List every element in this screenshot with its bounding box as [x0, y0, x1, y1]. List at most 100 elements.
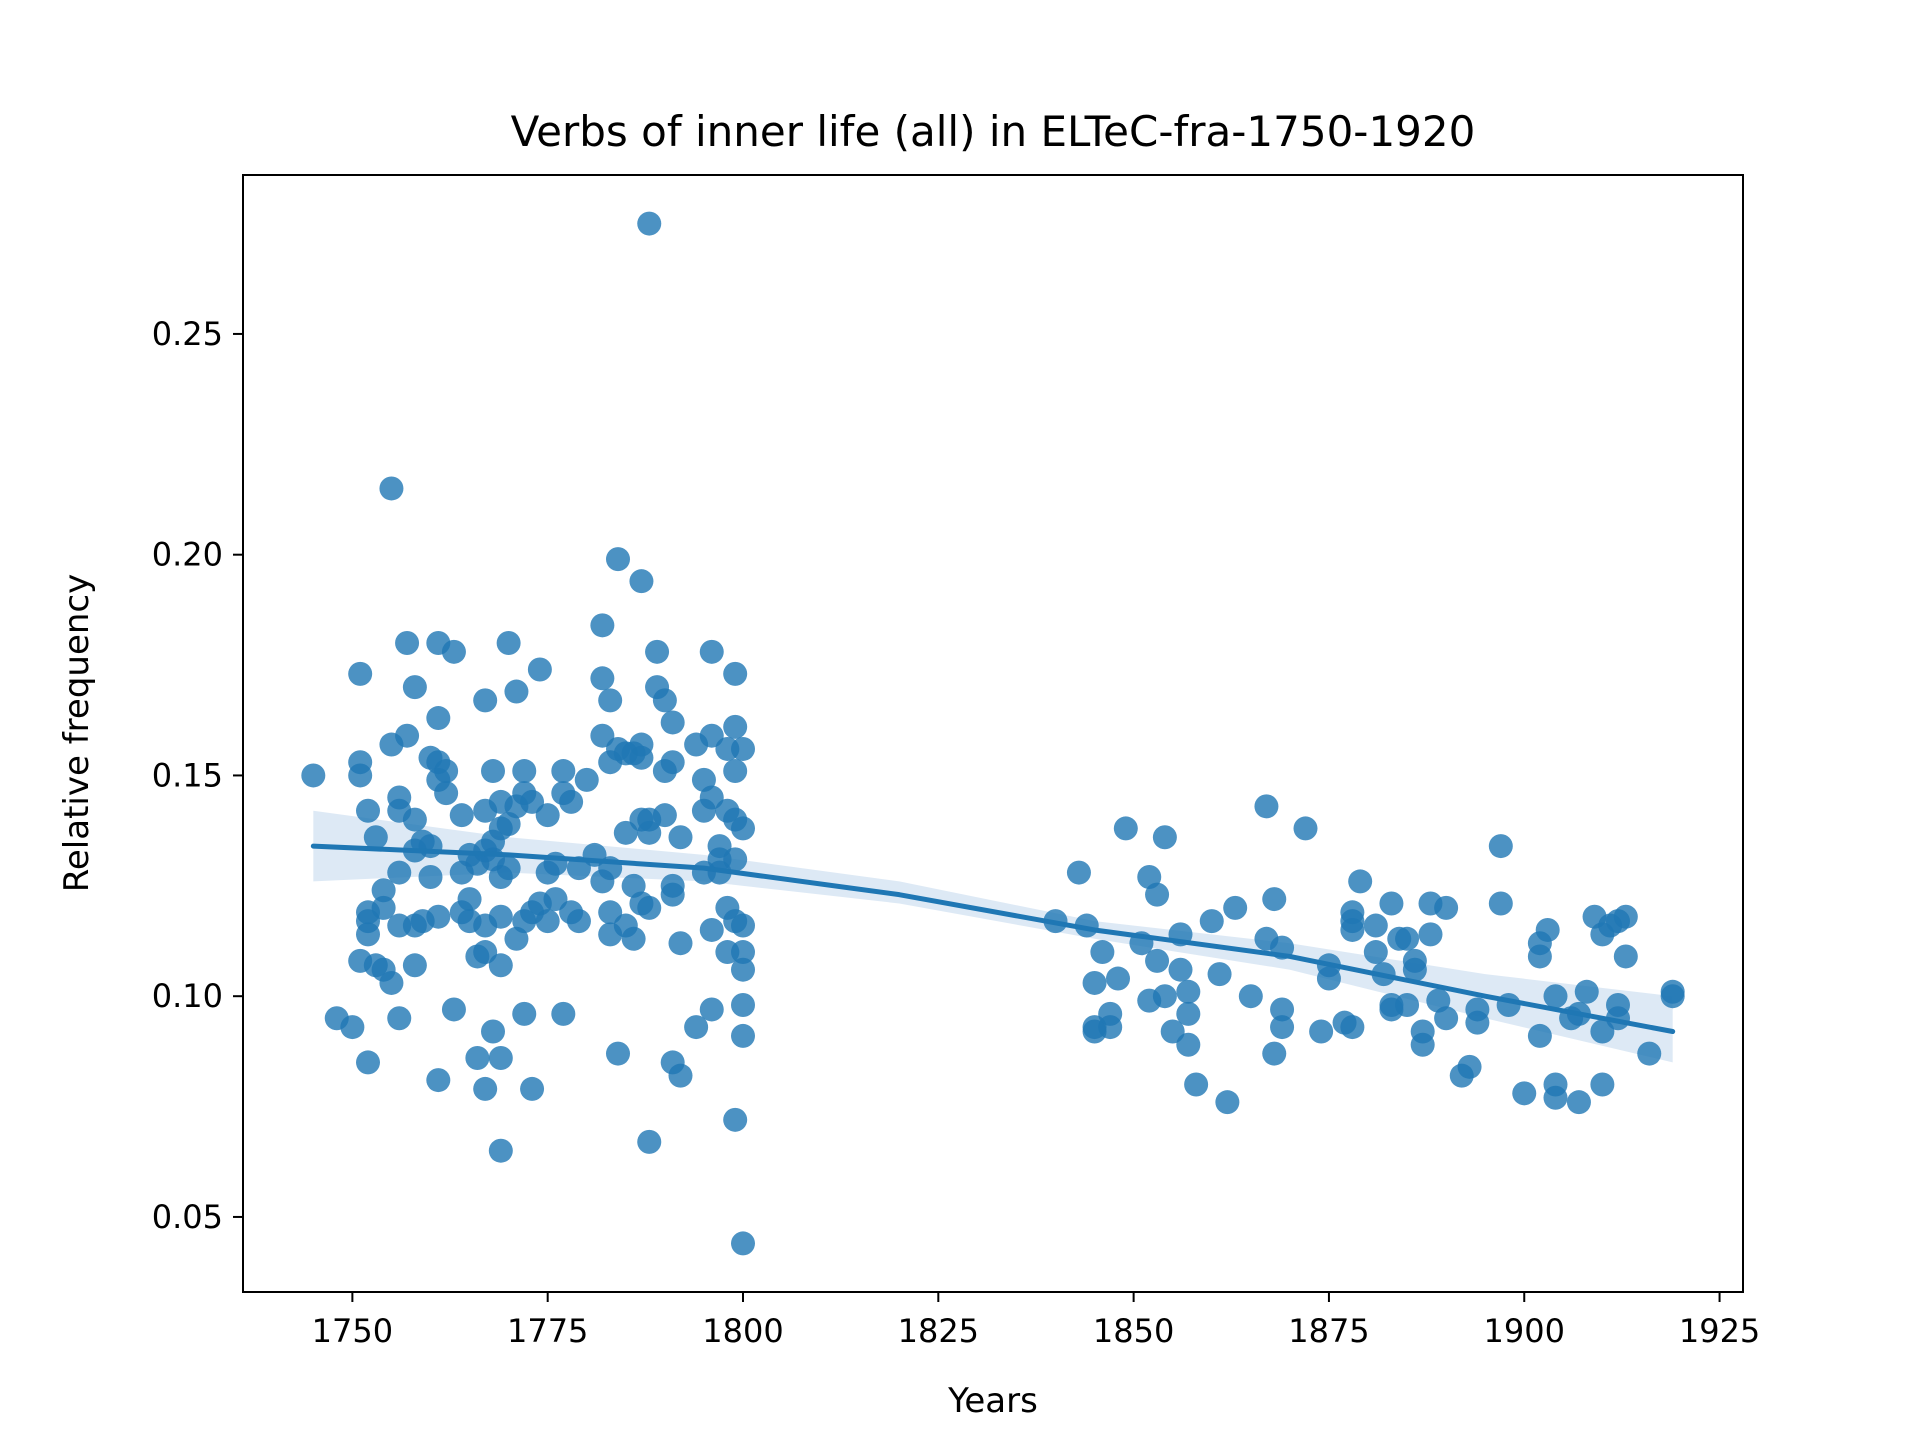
data-point — [1434, 895, 1459, 920]
x-tick-label: 1800 — [702, 1312, 783, 1350]
data-point — [668, 931, 693, 956]
data-point — [348, 661, 373, 686]
data-point — [1223, 895, 1248, 920]
y-tick-label: 0.10 — [152, 977, 223, 1015]
data-point — [590, 666, 615, 691]
data-point — [1262, 887, 1287, 912]
data-point — [449, 803, 474, 828]
data-point — [637, 820, 662, 845]
data-point — [1340, 1015, 1365, 1040]
data-point — [1613, 904, 1638, 929]
data-point — [731, 1231, 755, 1256]
data-point — [1457, 1054, 1482, 1079]
data-point — [1488, 834, 1513, 859]
data-point — [1535, 917, 1560, 942]
x-axis-label: Years — [947, 1381, 1038, 1421]
data-point — [1106, 966, 1130, 991]
data-point — [504, 679, 529, 704]
x-tick-label: 1900 — [1484, 1312, 1565, 1350]
data-point — [1379, 891, 1404, 916]
data-point — [426, 706, 451, 731]
data-point — [1098, 1015, 1123, 1040]
data-point — [731, 736, 755, 761]
data-point — [395, 723, 420, 748]
data-point — [590, 613, 615, 638]
data-point — [1418, 922, 1443, 947]
data-point — [1395, 993, 1420, 1018]
data-point — [1270, 1015, 1295, 1040]
data-point — [340, 1015, 365, 1040]
data-point — [1145, 882, 1170, 907]
data-point — [379, 970, 404, 995]
data-point — [621, 926, 646, 951]
data-point — [395, 630, 420, 655]
data-point — [379, 476, 404, 501]
data-point — [731, 913, 755, 938]
data-point — [1309, 1019, 1334, 1044]
data-point — [1488, 891, 1513, 916]
data-point — [723, 847, 748, 872]
data-point — [520, 1076, 545, 1101]
data-point — [1465, 1010, 1490, 1035]
data-point — [723, 1107, 748, 1132]
data-point — [1660, 984, 1685, 1009]
data-point — [527, 657, 552, 682]
data-point — [473, 688, 498, 713]
data-point — [668, 1063, 693, 1088]
data-point — [1402, 957, 1427, 982]
data-point — [598, 900, 623, 925]
data-point — [1613, 944, 1638, 969]
data-point — [1527, 944, 1552, 969]
data-point — [1207, 962, 1232, 987]
data-point — [488, 904, 513, 929]
x-tick-label: 1925 — [1679, 1312, 1760, 1350]
data-point — [1348, 869, 1373, 894]
data-point — [1574, 979, 1599, 1004]
data-point — [512, 1001, 537, 1026]
data-point — [551, 759, 576, 784]
data-point — [699, 917, 724, 942]
data-point — [1113, 816, 1138, 841]
data-point — [418, 864, 443, 889]
data-point — [551, 1001, 576, 1026]
data-point — [637, 211, 662, 236]
data-point — [1254, 794, 1279, 819]
data-point — [566, 909, 591, 934]
data-point — [606, 1041, 630, 1066]
data-point — [699, 785, 724, 810]
data-point — [1363, 913, 1388, 938]
data-point — [426, 1068, 451, 1093]
data-point — [363, 825, 388, 850]
y-axis-label: Relative frequency — [57, 574, 97, 892]
data-point — [543, 887, 568, 912]
x-tick-label: 1825 — [898, 1312, 979, 1350]
data-point — [481, 759, 505, 784]
data-point — [535, 803, 560, 828]
data-point — [465, 1046, 490, 1071]
data-point — [1363, 940, 1388, 965]
data-point — [629, 745, 654, 770]
data-point — [473, 1076, 498, 1101]
data-point — [731, 940, 755, 965]
data-point — [1270, 997, 1295, 1022]
data-point — [559, 789, 584, 814]
data-point — [1434, 1006, 1459, 1031]
data-point — [1160, 1019, 1185, 1044]
data-point — [1512, 1081, 1537, 1106]
data-point — [1566, 1090, 1591, 1115]
data-point — [652, 803, 677, 828]
data-point — [699, 997, 724, 1022]
data-point — [1238, 984, 1263, 1009]
data-point — [1637, 1041, 1662, 1066]
plot-frame — [242, 174, 1744, 1293]
data-point — [1184, 1072, 1209, 1097]
data-point — [1168, 957, 1193, 982]
data-point — [660, 710, 685, 735]
y-tick-label: 0.05 — [152, 1198, 223, 1236]
data-point — [1199, 909, 1224, 934]
data-point — [731, 816, 755, 841]
data-point — [488, 953, 513, 978]
data-point — [731, 1023, 755, 1048]
regression-line-path — [310, 843, 1676, 1035]
chart-title: Verbs of inner life (all) in ELTeC-fra-1… — [511, 107, 1476, 156]
